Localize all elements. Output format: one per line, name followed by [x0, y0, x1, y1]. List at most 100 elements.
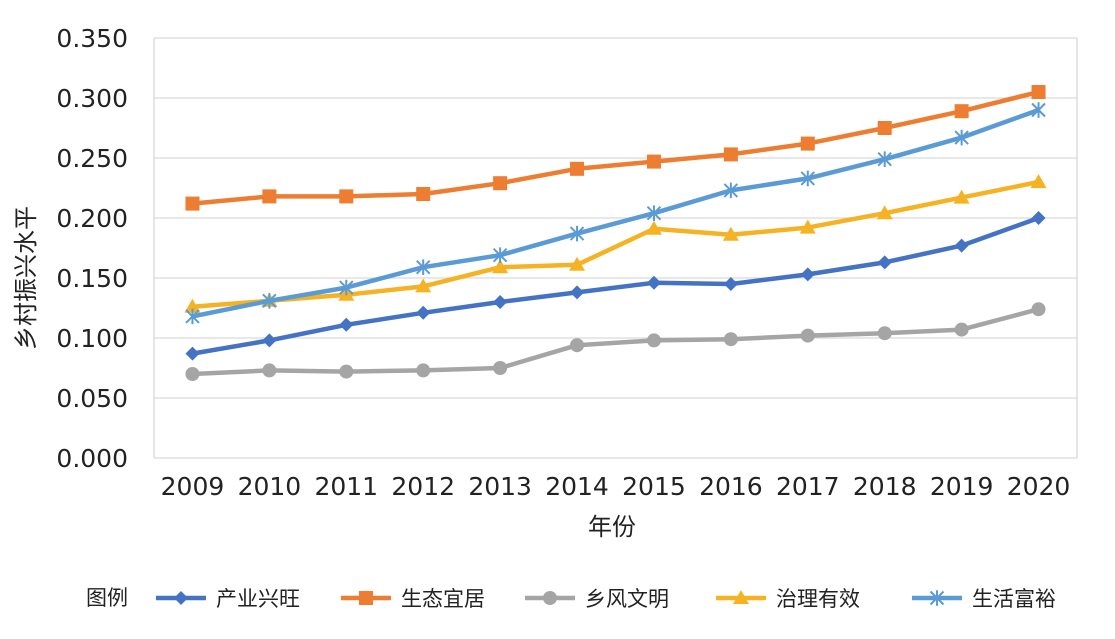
series-line — [192, 215, 1040, 356]
data-point — [954, 129, 969, 146]
data-point — [185, 367, 200, 381]
data-point — [723, 182, 739, 199]
data-point — [800, 328, 815, 343]
data-point — [1030, 174, 1047, 188]
legend-label: 产业兴旺 — [216, 587, 300, 611]
series-line — [192, 179, 1039, 310]
data-point — [646, 154, 661, 169]
data-point — [723, 147, 738, 162]
data-point — [570, 338, 585, 353]
data-point — [493, 361, 508, 375]
x-axis-title: 年份 — [588, 513, 636, 541]
data-point — [262, 363, 277, 378]
series-2 — [185, 85, 1046, 211]
series-group — [184, 85, 1047, 381]
y-tick-label: 0.350 — [56, 24, 128, 53]
data-point — [646, 333, 661, 348]
data-point — [415, 278, 432, 293]
series-line — [192, 107, 1040, 319]
x-tick-label: 2018 — [853, 472, 917, 501]
series-line — [192, 307, 1040, 377]
data-point — [262, 293, 277, 309]
legend-label: 生活富裕 — [972, 587, 1056, 611]
data-point — [416, 259, 431, 275]
legend-label: 乡风文明 — [585, 587, 669, 611]
data-point — [722, 226, 739, 241]
data-point — [877, 255, 892, 270]
legend-marker — [733, 590, 749, 604]
data-point — [416, 187, 431, 201]
series-line — [192, 89, 1040, 206]
x-tick-label: 2012 — [391, 472, 455, 501]
data-point — [262, 333, 277, 348]
series-5 — [185, 102, 1046, 325]
data-point — [184, 298, 201, 313]
data-point — [1031, 102, 1046, 118]
data-point — [953, 189, 970, 204]
legend-label: 生态宜居 — [401, 587, 485, 611]
y-tick-label: 0.200 — [56, 204, 128, 233]
data-point — [1031, 211, 1046, 225]
data-point — [339, 189, 354, 204]
data-point — [339, 279, 354, 296]
data-point — [954, 104, 969, 119]
y-tick-label: 0.150 — [56, 264, 128, 293]
data-point — [569, 225, 585, 242]
y-tick-labels: 0.000 0.050 0.100 0.150 0.200 0.250 0.300 0.350 — [56, 24, 128, 473]
x-tick-label: 2010 — [238, 472, 302, 501]
data-point — [800, 267, 815, 282]
legend-item: 生活富裕 — [912, 587, 1056, 611]
data-point — [570, 161, 585, 176]
legend-marker — [174, 591, 188, 605]
data-point — [492, 247, 508, 263]
data-point — [416, 305, 431, 320]
y-tick-label: 0.000 — [56, 444, 128, 473]
series-3 — [185, 302, 1046, 381]
legend-title: 图例 — [86, 586, 128, 610]
series-1 — [185, 211, 1046, 361]
x-tick-label: 2016 — [699, 472, 763, 501]
data-point — [185, 196, 200, 211]
legend-item: 生态宜居 — [341, 587, 485, 611]
data-point — [800, 170, 815, 187]
data-point — [800, 136, 815, 151]
data-point — [493, 295, 508, 309]
data-point — [492, 259, 509, 274]
y-tick-label: 0.300 — [56, 84, 128, 113]
data-point — [723, 277, 738, 291]
x-tick-label: 2017 — [776, 472, 840, 501]
legend-item: 治理有效 — [716, 587, 860, 611]
data-point — [877, 121, 892, 135]
x-tick-label: 2014 — [545, 472, 609, 501]
gridlines — [153, 37, 1078, 459]
data-point — [416, 363, 431, 378]
legend-marker — [543, 591, 557, 605]
data-point — [1031, 85, 1046, 99]
legend-label: 治理有效 — [776, 587, 860, 611]
y-tick-label: 0.100 — [56, 324, 128, 353]
y-tick-label: 0.050 — [56, 384, 128, 413]
data-point — [1031, 302, 1046, 317]
legend-marker — [359, 591, 373, 605]
data-point — [569, 256, 586, 271]
data-point — [646, 275, 661, 290]
data-point — [877, 326, 892, 341]
x-tick-labels: 2009 2010 2011 2012 2013 2014 2015 2016 2017 2018… — [161, 472, 1071, 501]
data-point — [877, 151, 892, 167]
x-tick-label: 2011 — [314, 472, 378, 501]
data-point — [262, 189, 277, 204]
legend: 图例 产业兴旺 生态宜居 乡风文明 治理有效 生活富裕 — [86, 586, 1056, 611]
x-tick-label: 2019 — [930, 472, 994, 501]
x-tick-label: 2020 — [1007, 472, 1071, 501]
data-point — [646, 205, 662, 221]
data-point — [723, 332, 738, 347]
data-point — [799, 219, 816, 234]
legend-item: 乡风文明 — [525, 587, 669, 611]
data-point — [645, 220, 662, 235]
legend-marker — [929, 590, 945, 606]
y-axis-title: 乡村振兴水平 — [12, 206, 40, 350]
x-tick-label: 2015 — [622, 472, 686, 501]
data-point — [185, 346, 200, 361]
x-tick-label: 2009 — [161, 472, 225, 501]
